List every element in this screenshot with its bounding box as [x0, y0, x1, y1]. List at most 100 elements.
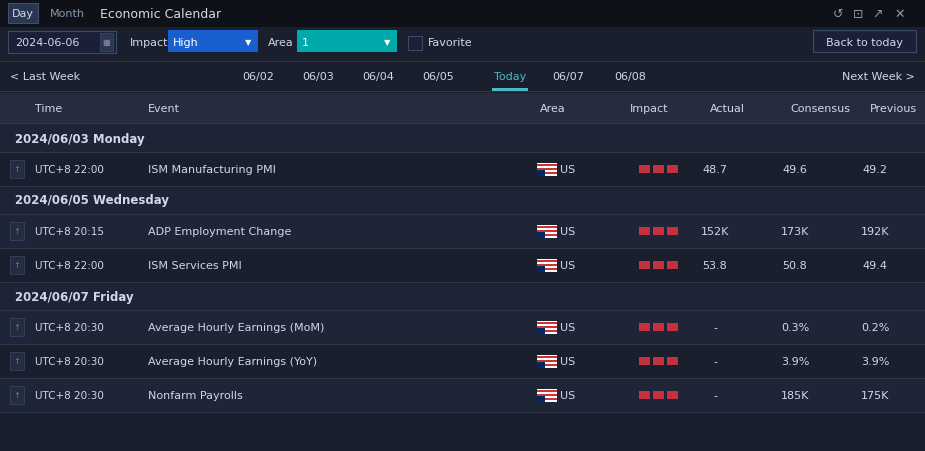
Text: Impact: Impact	[630, 104, 669, 114]
Text: Event: Event	[148, 104, 180, 114]
Text: Time: Time	[35, 104, 62, 114]
Bar	[537, 267, 557, 268]
Text: Favorite: Favorite	[428, 38, 473, 48]
Bar	[0, 249, 925, 282]
Bar	[0, 412, 925, 413]
Bar	[10, 352, 24, 370]
Text: -: -	[713, 322, 717, 332]
Text: ↑: ↑	[14, 357, 20, 366]
Bar	[537, 163, 557, 165]
Bar	[537, 389, 557, 401]
Bar	[638, 391, 649, 399]
Bar	[0, 0, 925, 28]
Text: UTC+8 20:30: UTC+8 20:30	[35, 322, 104, 332]
Text: 49.2: 49.2	[862, 165, 887, 175]
Text: ↑: ↑	[14, 227, 20, 236]
Bar	[652, 391, 663, 399]
Text: 175K: 175K	[861, 390, 889, 400]
Bar	[0, 62, 925, 92]
Text: US: US	[560, 165, 575, 175]
Bar	[0, 282, 925, 310]
Text: 2024/06/03 Monday: 2024/06/03 Monday	[15, 132, 144, 145]
Text: 49.4: 49.4	[862, 260, 887, 271]
Bar	[537, 366, 557, 368]
Text: High: High	[173, 38, 199, 48]
Bar	[0, 378, 925, 412]
Text: UTC+8 20:15: UTC+8 20:15	[35, 226, 104, 236]
Bar	[667, 262, 677, 269]
Bar	[10, 318, 24, 336]
Bar	[0, 344, 925, 345]
Text: UTC+8 20:30: UTC+8 20:30	[35, 356, 104, 366]
Bar	[537, 362, 557, 364]
Text: ⊡: ⊡	[853, 8, 863, 20]
Text: Previous: Previous	[870, 104, 917, 114]
Bar	[537, 267, 545, 272]
Bar	[537, 167, 557, 169]
Bar	[537, 163, 557, 176]
Text: Month: Month	[50, 9, 85, 19]
Bar	[0, 187, 925, 215]
Bar	[0, 125, 925, 152]
Bar	[537, 170, 545, 176]
Bar	[0, 152, 925, 154]
Text: ISM Services PMI: ISM Services PMI	[148, 260, 241, 271]
Bar	[667, 323, 677, 331]
Text: ↺: ↺	[832, 8, 844, 20]
Bar	[537, 332, 557, 334]
Text: 06/04: 06/04	[362, 72, 394, 82]
Text: Impact: Impact	[130, 38, 168, 48]
Bar	[168, 31, 258, 53]
Text: -: -	[713, 390, 717, 400]
Text: ↑: ↑	[14, 323, 20, 332]
Text: Nonfarm Payrolls: Nonfarm Payrolls	[148, 390, 242, 400]
Text: ↑: ↑	[14, 261, 20, 270]
Bar	[652, 166, 663, 174]
Bar	[537, 359, 557, 360]
Bar	[638, 357, 649, 365]
Bar	[0, 187, 925, 188]
Bar	[0, 344, 925, 378]
Text: Next Week >: Next Week >	[842, 72, 915, 82]
Text: Economic Calendar: Economic Calendar	[100, 8, 221, 20]
Text: 2024/06/05 Wednesday: 2024/06/05 Wednesday	[15, 194, 169, 207]
Bar	[537, 389, 557, 391]
Bar	[297, 31, 397, 53]
Bar	[537, 262, 557, 264]
Text: 06/03: 06/03	[302, 72, 334, 82]
Bar	[537, 232, 545, 238]
Bar	[0, 62, 925, 63]
Text: ISM Manufacturing PMI: ISM Manufacturing PMI	[148, 165, 276, 175]
Bar	[667, 166, 677, 174]
Bar	[537, 225, 557, 238]
Bar	[537, 225, 557, 227]
Bar	[667, 357, 677, 365]
Text: Area: Area	[268, 38, 294, 48]
Bar	[537, 236, 557, 238]
Bar	[0, 94, 925, 124]
Text: Consensus: Consensus	[790, 104, 850, 114]
Bar	[667, 391, 677, 399]
Bar	[537, 396, 545, 401]
Text: ▼: ▼	[384, 38, 390, 47]
Bar	[0, 412, 925, 451]
Bar	[0, 378, 925, 379]
Text: Day: Day	[12, 9, 34, 19]
Text: US: US	[560, 390, 575, 400]
Text: < Last Week: < Last Week	[10, 72, 80, 82]
Text: 2024/06/07 Friday: 2024/06/07 Friday	[15, 290, 133, 303]
Bar	[638, 227, 649, 235]
Text: 50.8: 50.8	[783, 260, 808, 271]
Bar	[537, 170, 557, 172]
Text: 06/05: 06/05	[422, 72, 454, 82]
Text: ▦: ▦	[102, 38, 110, 47]
Bar	[0, 124, 925, 125]
Text: 1: 1	[302, 38, 309, 48]
Bar	[537, 362, 545, 368]
Text: US: US	[560, 356, 575, 366]
Bar	[8, 4, 38, 24]
Text: ↑: ↑	[14, 165, 20, 174]
Bar	[652, 357, 663, 365]
Bar	[638, 262, 649, 269]
Bar	[10, 386, 24, 404]
